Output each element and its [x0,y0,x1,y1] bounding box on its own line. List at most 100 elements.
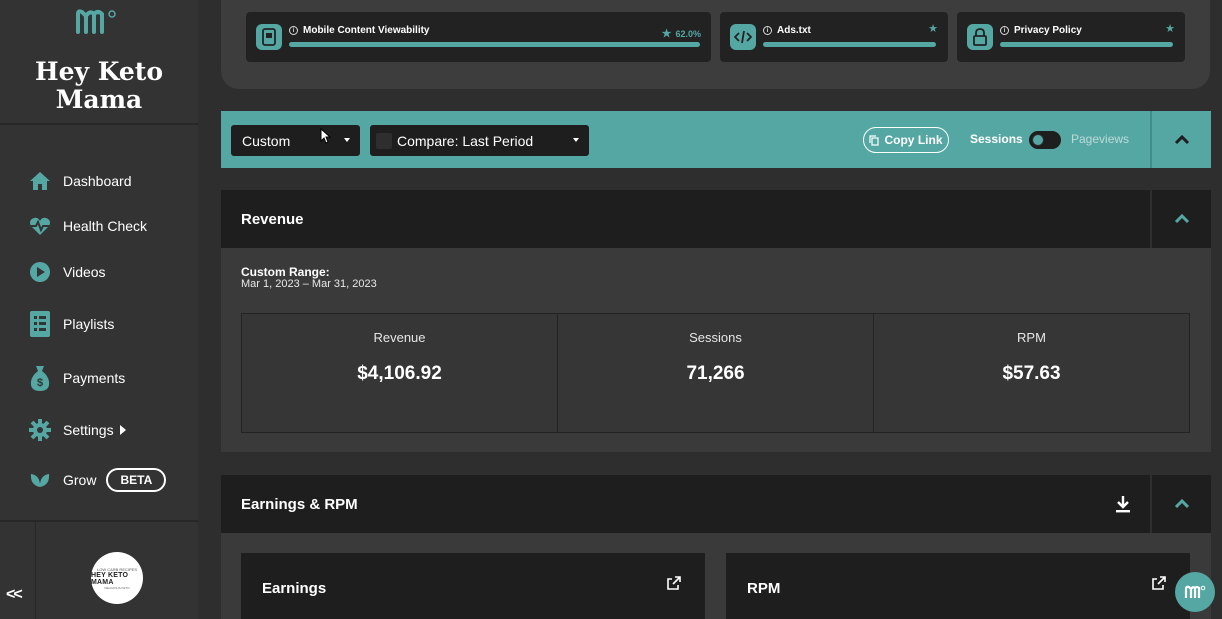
divider [35,522,36,619]
earnings-card: Earnings [241,553,705,619]
health-check-panel: i Mobile Content Viewability ★ 62.0% i Ads.… [221,0,1210,89]
nav-playlists[interactable]: Playlists [28,311,114,337]
metric-label: Sessions [689,330,742,345]
nav-label: Health Check [63,218,148,234]
avatar[interactable]: LOW CARB RECIPES HEY KETO MAMA DELICIOUS… [91,552,143,604]
info-icon[interactable]: i [763,26,772,35]
copy-icon [869,134,880,146]
collapse-section-button[interactable] [1150,475,1211,533]
heartbeat-icon [28,214,52,238]
external-link-icon[interactable] [1152,576,1166,590]
copy-link-label: Copy Link [884,133,943,147]
progress-bar [763,42,936,47]
progress-bar [289,42,700,47]
external-link-icon[interactable] [667,576,681,590]
beta-badge: BETA [106,468,167,492]
nav-label: Playlists [63,316,115,332]
metrics-row: Revenue $4,106.92 Sessions 71,266 RPM $5… [241,313,1190,433]
dropdown-arrow-icon [573,138,579,142]
date-range-select[interactable]: Custom [231,125,360,156]
health-check-card[interactable]: i Ads.txt ★ [720,12,948,62]
info-icon[interactable]: i [1000,26,1009,35]
divider [0,520,198,522]
earnings-section: Earnings & RPM [221,475,1211,533]
metric-revenue: Revenue $4,106.92 [242,314,558,432]
avatar-sub-text: DELICIOUS KETO [104,585,130,590]
card-title: RPM [747,580,781,597]
nav-label: Payments [63,370,126,386]
metric-label: Revenue [373,330,426,345]
rpm-card: RPM [726,553,1190,619]
star-icon: ★ [1165,23,1175,35]
nav-videos[interactable]: Videos [28,259,106,285]
nav-label: Settings [63,422,114,438]
dropdown-arrow-icon [344,138,350,142]
avatar-main-text: HEY KETO MAMA [91,571,129,586]
money-bag-icon: $ [28,366,52,391]
avatar-top-text: LOW CARB RECIPES [96,566,137,572]
metric-value: $57.63 [1002,363,1061,384]
mediavine-logo-icon [76,9,116,34]
home-icon [28,169,52,193]
caret-right-icon [119,425,126,435]
chevron-up-icon [1174,214,1189,224]
nav-label: Dashboard [63,173,132,189]
star-icon: ★ [928,23,938,35]
nav-label: Videos [63,264,106,280]
chevron-up-icon [1174,499,1189,509]
check-title: Mobile Content Viewability [303,25,430,36]
sessions-label: Sessions [970,132,1023,146]
info-icon[interactable]: i [289,26,298,35]
range-dates: Mar 1, 2023 – Mar 31, 2023 [241,278,377,290]
site-name: Hey Keto Mama [34,57,164,114]
nav-payments[interactable]: $ Payments [28,365,125,391]
metric-label: RPM [1017,330,1046,345]
nav-grow[interactable]: Grow BETA [28,467,167,493]
select-value: Compare: Last Period [397,132,534,149]
sessions-pageviews-toggle[interactable] [1029,131,1061,149]
code-icon [730,24,756,50]
metric-value: 71,266 [686,363,745,384]
nav-label: Grow [63,472,97,488]
check-value: 62.0% [675,28,701,39]
divider [0,123,198,125]
progress-bar [1000,42,1173,47]
section-title: Revenue [241,210,304,228]
metric-rpm: RPM $57.63 [874,314,1189,432]
help-chat-button[interactable] [1175,572,1215,612]
nav-settings[interactable]: Settings [28,417,126,443]
check-title: Privacy Policy [1014,25,1082,36]
svg-text:$: $ [37,377,43,389]
download-icon[interactable] [1115,495,1131,513]
copy-link-button[interactable]: Copy Link [863,127,949,153]
pageviews-label: Pageviews [1071,132,1130,146]
nav-dashboard[interactable]: Dashboard [28,168,132,194]
main-content: i Mobile Content Viewability ★ 62.0% i Ads.… [198,0,1222,619]
collapse-sidebar-button[interactable]: << [6,586,23,603]
check-title: Ads.txt [777,25,811,36]
select-value: Custom [242,132,291,149]
health-check-card[interactable]: i Mobile Content Viewability ★ 62.0% [246,12,711,62]
health-check-card[interactable]: i Privacy Policy ★ [957,12,1185,62]
play-icon [28,260,52,284]
mobile-icon [256,24,282,50]
metric-sessions: Sessions 71,266 [558,314,874,432]
toggle-knob [1032,134,1044,146]
leaf-icon [28,468,52,492]
collapse-toolbar-button[interactable] [1150,111,1211,168]
list-icon [28,311,52,337]
gear-icon [28,418,52,442]
chevron-up-icon [1174,134,1189,144]
compare-select[interactable]: Compare: Last Period [370,125,589,156]
compare-swatch [376,132,392,149]
card-title: Earnings [262,580,327,597]
metric-value: $4,106.92 [357,363,442,384]
mediavine-logo-icon [1184,585,1206,598]
star-icon: ★ [661,28,672,40]
filter-toolbar: Custom Compare: Last Period Copy Link Se… [221,111,1211,168]
lock-icon [967,24,993,50]
nav-health-check[interactable]: Health Check [28,213,147,239]
collapse-section-button[interactable] [1150,190,1211,248]
sidebar: Hey Keto Mama Dashboard Health Check Vid… [0,0,198,619]
mouse-cursor-icon [320,128,332,144]
